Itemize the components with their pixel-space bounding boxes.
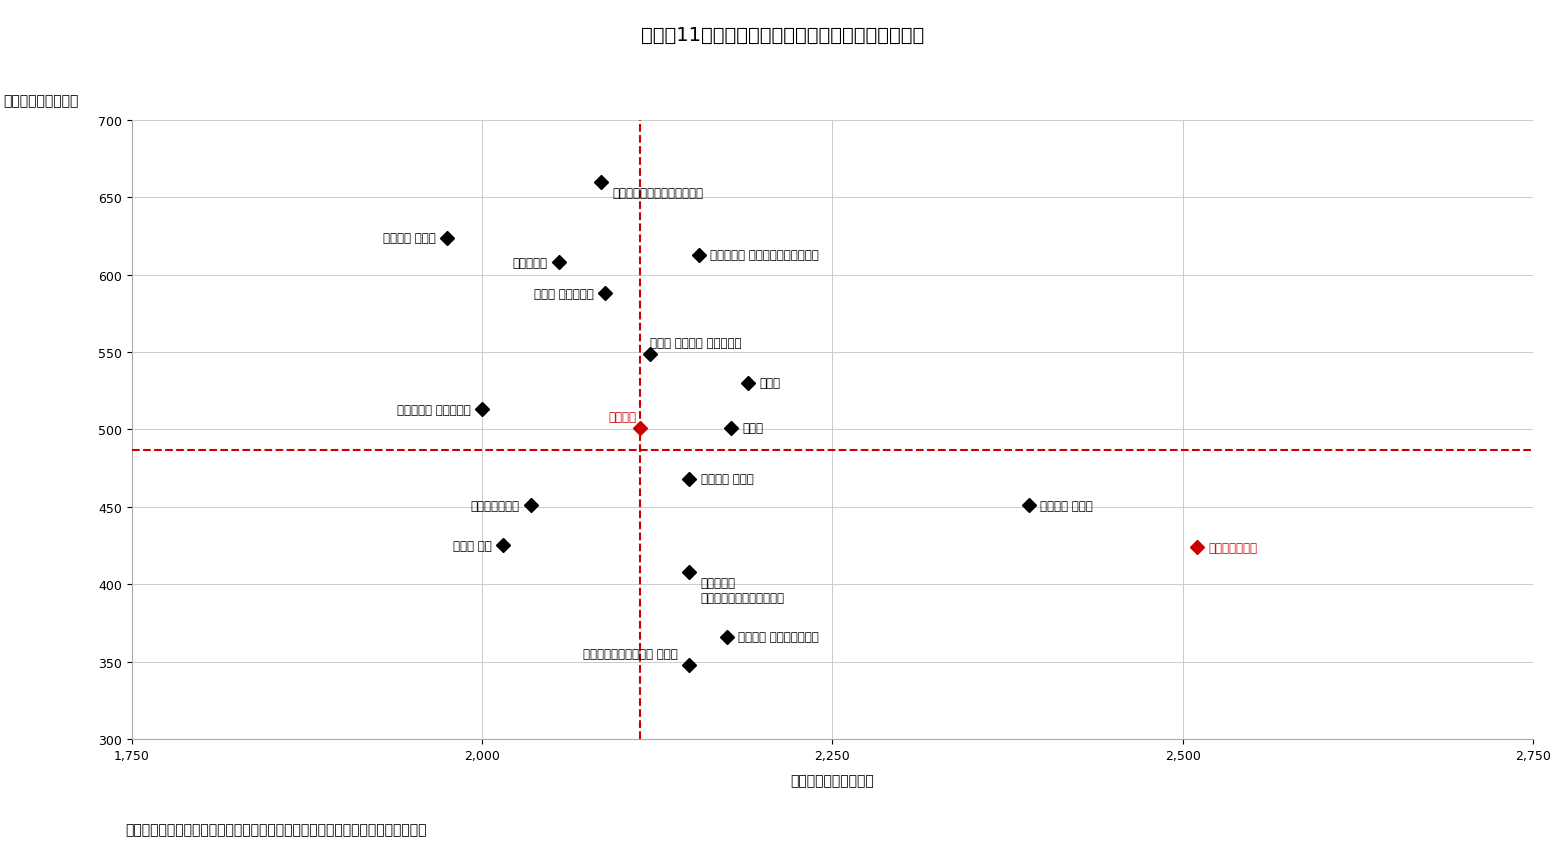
Text: 製造業: 製造業 (742, 422, 764, 435)
Text: 複合サービス業: 複合サービス業 (471, 499, 520, 512)
Text: 教育， 学習支援業: 教育， 学習支援業 (534, 287, 594, 300)
Text: 金融業， 保険業: 金融業， 保険業 (384, 232, 435, 245)
Text: 生活関連サービス業， 娯楽業: 生活関連サービス業， 娯楽業 (584, 647, 678, 660)
Text: 道路貨物運送業: 道路貨物運送業 (1207, 541, 1257, 554)
Y-axis label: 年間所得額（万円）: 年間所得額（万円） (3, 95, 78, 108)
X-axis label: 年間労働時間（時間）: 年間労働時間（時間） (791, 773, 874, 786)
Text: 卸売業， 小売業: 卸売業， 小売業 (700, 473, 753, 486)
Text: 医療， 福祉: 医療， 福祉 (453, 539, 492, 553)
Text: 建設業: 建設業 (760, 377, 780, 390)
Text: （出所）厚生労働省「賌金構造基本統計調査」をもとにニッセイ基礎研究所作成: （出所）厚生労働省「賌金構造基本統計調査」をもとにニッセイ基礎研究所作成 (125, 822, 428, 836)
Text: 不動産業， 物品㛃貸業: 不動産業， 物品㛃貸業 (398, 403, 471, 416)
Text: 宿泊業， 飲食サービス業: 宿泊業， 飲食サービス業 (739, 630, 819, 643)
Text: 電気・ガス・熱供給・水道業: 電気・ガス・熱供給・水道業 (612, 187, 703, 200)
Text: 情報通信業: 情報通信業 (512, 257, 548, 270)
Text: 運輸業， 郵便業: 運輸業， 郵便業 (1040, 499, 1093, 512)
Text: サービス業
（他に分類されないもの）: サービス業 （他に分類されないもの） (700, 577, 785, 605)
Text: 鉱業， 採石業， 砂利戡取業: 鉱業， 採石業， 砂利戡取業 (650, 337, 742, 350)
Text: 全産業計: 全産業計 (608, 411, 636, 424)
Text: 図表－11　各業種の年間労働時間および年間所得額: 図表－11 各業種の年間労働時間および年間所得額 (642, 26, 924, 44)
Text: 学術研究， 専門・技術サービス業: 学術研究， 専門・技術サービス業 (711, 249, 819, 262)
